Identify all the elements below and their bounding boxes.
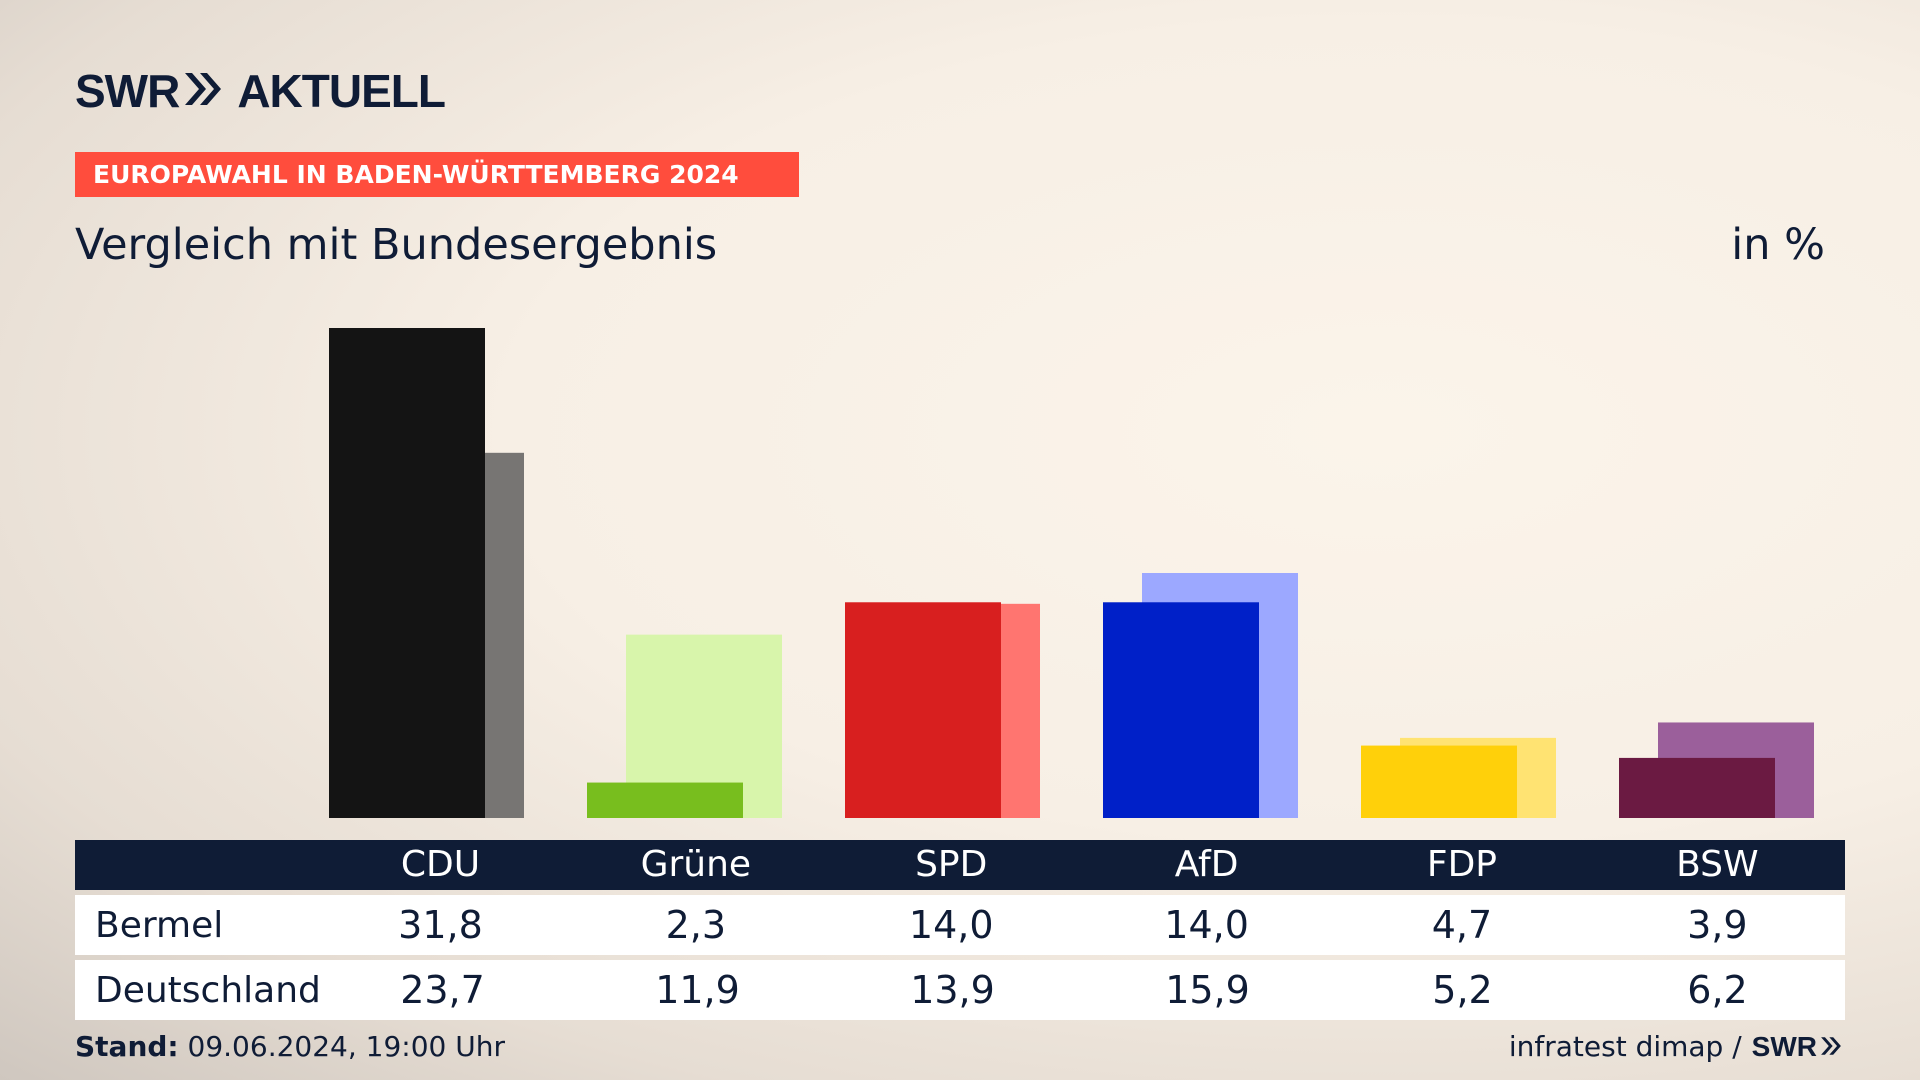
chart-subtitle: Vergleich mit Bundesergebnis — [75, 220, 718, 270]
bar-bermel-fdp — [1361, 745, 1517, 818]
party-header: AfD — [1174, 844, 1239, 885]
source-swr-logo: SWR — [1751, 1030, 1817, 1062]
bar-bermel-cdu — [329, 328, 485, 818]
table-cell: 6,2 — [1687, 968, 1748, 1012]
party-header: Grüne — [640, 844, 752, 885]
bar-bermel-afd — [1103, 602, 1259, 818]
table-cell: 14,0 — [908, 903, 994, 947]
results-table: CDU Grüne SPD AfD FDP BSW Bermel 31,8 2,… — [75, 840, 1845, 1020]
topic-banner: EUROPAWAHL IN BADEN-WÜRTTEMBERG 2024 — [75, 152, 799, 197]
unit-label: in % — [1731, 220, 1825, 270]
table-cell: 14,0 — [1164, 903, 1249, 947]
bar-bermel-grüne — [587, 782, 743, 818]
bar-chart — [329, 328, 1814, 818]
party-header: SPD — [915, 844, 988, 885]
table-header-spacer — [75, 840, 313, 890]
table-cell: 15,9 — [1165, 968, 1250, 1012]
swr-aktuell-logo: SWR AKTUELL — [75, 65, 446, 117]
table-cell: 23,7 — [400, 968, 485, 1012]
logo-swr-text: SWR — [75, 65, 180, 117]
table-header: CDU Grüne SPD AfD FDP BSW — [75, 840, 1845, 890]
bar-bermel-spd — [845, 602, 1001, 818]
table-cell: 3,9 — [1687, 903, 1748, 947]
row-label: Deutschland — [95, 969, 321, 1011]
table-cell: 4,7 — [1431, 903, 1493, 947]
table-row-deutschland: Deutschland 23,7 11,9 13,9 15,9 5,2 6,2 — [75, 960, 1845, 1020]
table-cell: 31,8 — [398, 903, 483, 947]
timestamp-label: Stand: — [75, 1030, 179, 1063]
party-header: FDP — [1426, 844, 1498, 885]
table-cell: 11,9 — [655, 968, 740, 1012]
source-chevron-icon — [1820, 1030, 1842, 1063]
table-row-bermel: Bermel 31,8 2,3 14,0 14,0 4,7 3,9 — [75, 895, 1845, 955]
table-cell: 13,9 — [910, 968, 995, 1012]
table-cell: 5,2 — [1432, 968, 1493, 1012]
row-label: Bermel — [95, 904, 224, 946]
logo-chevron-icon — [183, 71, 223, 111]
source-credit: infratest dimap / SWR — [1509, 1030, 1842, 1063]
party-header: BSW — [1676, 844, 1759, 885]
timestamp: Stand: 09.06.2024, 19:00 Uhr — [75, 1030, 505, 1063]
logo-aktuell-text: AKTUELL — [237, 65, 446, 117]
bar-bermel-bsw — [1619, 757, 1775, 818]
source-text: infratest dimap / — [1508, 1030, 1742, 1063]
party-header: CDU — [400, 844, 481, 885]
table-cell: 2,3 — [665, 903, 727, 947]
timestamp-value: 09.06.2024, 19:00 Uhr — [187, 1030, 505, 1063]
